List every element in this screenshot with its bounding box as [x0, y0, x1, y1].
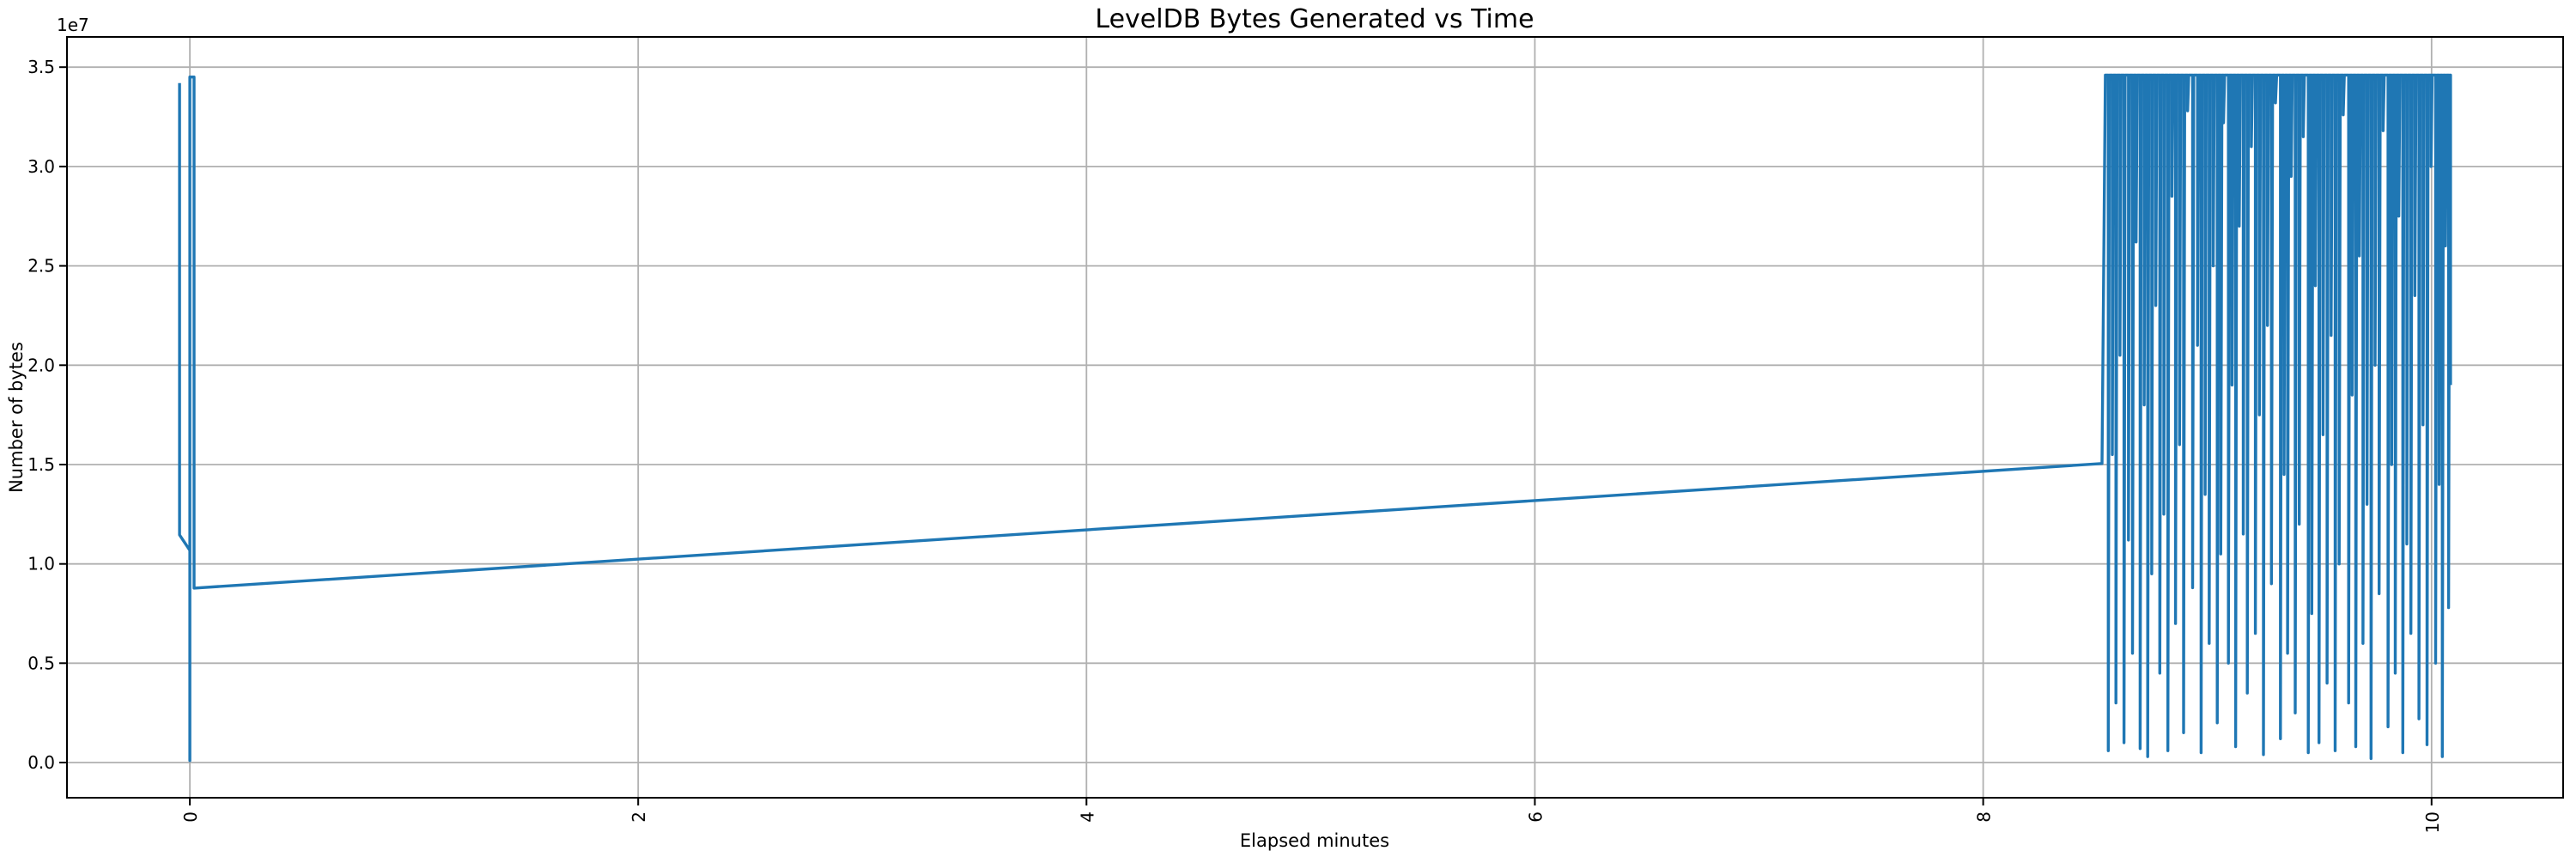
y-tick-label: 0.0 — [27, 752, 55, 773]
y-axis-ticks: 0.0 0.5 1.0 1.5 2.0 2.5 3.0 3.5 — [27, 57, 67, 773]
chart-title: LevelDB Bytes Generated vs Time — [1095, 4, 1534, 34]
y-axis-label: Number of bytes — [6, 342, 27, 493]
x-tick-label: 10 — [2422, 811, 2443, 833]
y-tick-label: 3.0 — [27, 156, 55, 177]
x-tick-label: 4 — [1077, 811, 1097, 823]
y-tick-label: 3.5 — [27, 57, 55, 77]
y-tick-label: 0.5 — [27, 653, 55, 673]
x-tick-label: 8 — [1974, 811, 1995, 823]
y-tick-label: 1.5 — [27, 454, 55, 475]
x-axis-label: Elapsed minutes — [1240, 830, 1389, 851]
series-line — [178, 73, 2452, 763]
x-tick-label: 0 — [180, 811, 201, 823]
y-tick-label: 2.5 — [27, 256, 55, 277]
x-tick-label: 2 — [629, 811, 649, 823]
plot-frame — [66, 36, 2564, 799]
y-tick-label: 1.0 — [27, 554, 55, 574]
y-tick-label: 2.0 — [27, 355, 55, 375]
x-tick-label: 6 — [1526, 811, 1546, 823]
x-axis-ticks: 0 2 4 6 8 10 — [180, 798, 2443, 833]
y-axis-offset-label: 1e7 — [57, 15, 89, 35]
series-path — [178, 73, 2452, 763]
